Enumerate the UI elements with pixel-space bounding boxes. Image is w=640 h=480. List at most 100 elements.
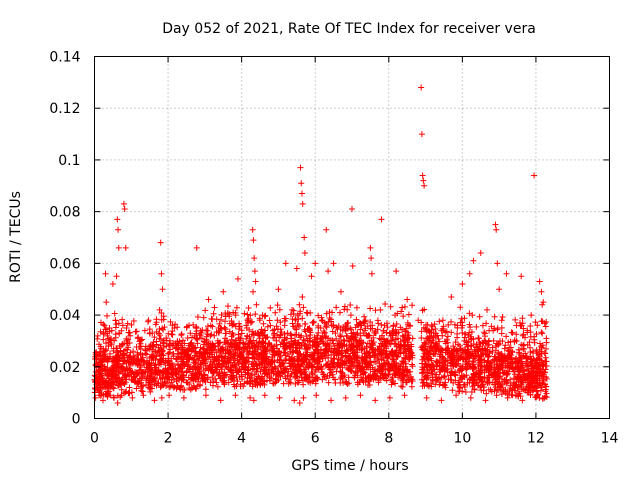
data-point bbox=[137, 366, 144, 373]
data-point bbox=[120, 200, 127, 207]
data-point bbox=[459, 329, 466, 336]
data-point bbox=[173, 355, 180, 362]
data-point bbox=[224, 303, 231, 310]
data-point bbox=[325, 379, 332, 386]
data-point bbox=[277, 353, 284, 360]
data-point bbox=[151, 397, 158, 404]
data-point bbox=[430, 350, 437, 357]
data-point bbox=[207, 322, 214, 329]
data-point bbox=[381, 338, 388, 345]
data-point bbox=[167, 318, 174, 325]
data-point bbox=[454, 324, 461, 331]
data-point bbox=[403, 379, 410, 386]
data-point bbox=[98, 370, 105, 377]
data-point bbox=[296, 399, 303, 406]
data-point bbox=[315, 329, 322, 336]
data-point bbox=[157, 239, 164, 246]
data-point bbox=[230, 374, 237, 381]
data-point bbox=[245, 340, 252, 347]
data-point bbox=[464, 346, 471, 353]
data-point bbox=[156, 332, 163, 339]
data-point bbox=[495, 340, 502, 347]
data-point bbox=[272, 309, 279, 316]
data-point bbox=[519, 320, 526, 327]
data-point bbox=[134, 351, 141, 358]
data-point bbox=[222, 318, 229, 325]
data-point bbox=[465, 360, 472, 367]
data-point bbox=[266, 347, 273, 354]
data-point bbox=[333, 335, 340, 342]
data-point bbox=[103, 390, 110, 397]
data-point bbox=[187, 368, 194, 375]
data-point bbox=[389, 332, 396, 339]
data-point bbox=[160, 339, 167, 346]
data-point bbox=[499, 362, 506, 369]
data-point bbox=[166, 361, 173, 368]
data-point bbox=[425, 374, 432, 381]
data-point bbox=[432, 345, 439, 352]
data-point bbox=[334, 326, 341, 333]
data-point bbox=[504, 355, 511, 362]
data-point bbox=[305, 359, 312, 366]
data-point bbox=[536, 375, 543, 382]
data-point bbox=[390, 356, 397, 363]
data-point bbox=[192, 360, 199, 367]
data-point bbox=[196, 352, 203, 359]
data-point bbox=[99, 378, 106, 385]
data-point bbox=[110, 394, 117, 401]
data-point bbox=[172, 321, 179, 328]
data-point bbox=[372, 307, 379, 314]
data-point bbox=[405, 343, 412, 350]
data-point bbox=[103, 340, 110, 347]
data-point bbox=[491, 325, 498, 332]
data-point bbox=[432, 340, 439, 347]
data-point bbox=[427, 363, 434, 370]
data-point bbox=[104, 358, 111, 365]
data-point bbox=[235, 331, 242, 338]
data-point bbox=[94, 335, 101, 342]
data-point bbox=[147, 362, 154, 369]
x-tick-label: 8 bbox=[384, 431, 393, 447]
data-point bbox=[344, 333, 351, 340]
data-point bbox=[303, 333, 310, 340]
data-point bbox=[172, 340, 179, 347]
data-point bbox=[491, 356, 498, 363]
data-point bbox=[193, 358, 200, 365]
data-point bbox=[430, 344, 437, 351]
data-point bbox=[117, 394, 124, 401]
data-point bbox=[143, 375, 150, 382]
data-point bbox=[194, 313, 201, 320]
data-point bbox=[371, 351, 378, 358]
data-point bbox=[384, 355, 391, 362]
data-point bbox=[390, 323, 397, 330]
data-point bbox=[139, 382, 146, 389]
data-point bbox=[323, 310, 330, 317]
data-point bbox=[130, 359, 137, 366]
data-point bbox=[193, 373, 200, 380]
data-point bbox=[175, 354, 182, 361]
data-point bbox=[249, 226, 256, 233]
data-point bbox=[354, 363, 361, 370]
data-point bbox=[467, 394, 474, 401]
data-point bbox=[215, 329, 222, 336]
data-point bbox=[250, 397, 257, 404]
data-point bbox=[386, 363, 393, 370]
data-point bbox=[328, 368, 335, 375]
data-point bbox=[475, 352, 482, 359]
data-point bbox=[450, 343, 457, 350]
data-point bbox=[138, 357, 145, 364]
data-point bbox=[264, 343, 271, 350]
data-point bbox=[110, 347, 117, 354]
data-point bbox=[463, 338, 470, 345]
data-point bbox=[147, 388, 154, 395]
data-point bbox=[435, 336, 442, 343]
data-point bbox=[157, 376, 164, 383]
x-axis-label: GPS time / hours bbox=[291, 458, 408, 474]
data-point bbox=[420, 379, 427, 386]
data-point bbox=[121, 340, 128, 347]
data-point bbox=[502, 342, 509, 349]
data-point bbox=[170, 376, 177, 383]
data-point bbox=[357, 332, 364, 339]
data-point bbox=[529, 387, 536, 394]
data-point bbox=[206, 363, 213, 370]
